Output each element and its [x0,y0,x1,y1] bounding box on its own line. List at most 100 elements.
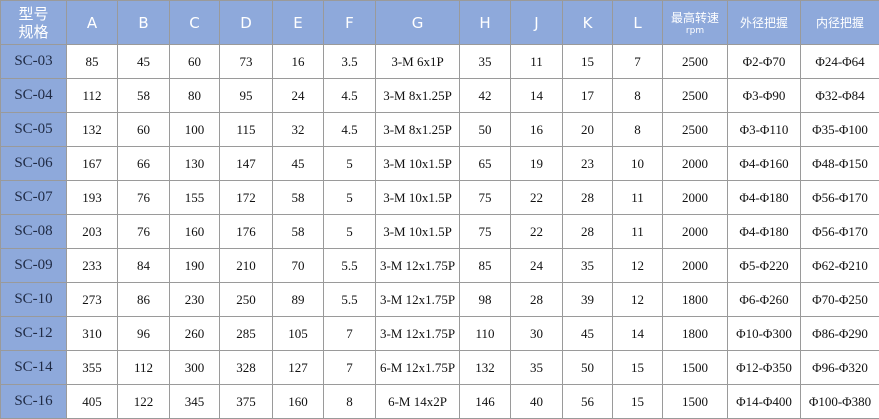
data-cell: 73 [219,44,273,79]
data-cell: 3-M 12x1.75P [375,282,460,317]
header-row: 型号 规格 A B C D E F G H J K L 最高转速 rpm 外径把握 内径把握 [0,0,879,45]
data-cell: 19 [510,146,563,181]
data-cell: 24 [272,78,324,113]
data-cell: 30 [510,316,563,351]
header-cell: 内径把握 [800,0,879,45]
data-cell: 5.5 [323,282,376,317]
data-cell: 112 [66,78,118,113]
data-cell: Φ12-Φ350 [727,350,801,385]
data-cell: 8 [612,78,663,113]
data-cell: 355 [66,350,118,385]
model-cell: SC-03 [0,44,67,79]
data-cell: 5 [323,214,376,249]
data-cell: 17 [562,78,613,113]
data-cell: 85 [66,44,118,79]
data-cell: 1800 [662,316,728,351]
table-row: SC-03 85 45 60 73 16 3.5 3-M 6x1P 35 11 15 7 2500 Φ2-… [0,44,879,79]
data-cell: Φ48-Φ150 [800,146,879,181]
data-cell: Φ70-Φ250 [800,282,879,317]
data-cell: 86 [117,282,170,317]
data-cell: Φ96-Φ320 [800,350,879,385]
data-cell: 375 [219,384,273,419]
data-cell: 40 [510,384,563,419]
data-cell: Φ62-Φ210 [800,248,879,283]
table-row: SC-14 355 112 300 328 127 7 6-M 12x1.75P 132 35 50… [0,350,879,385]
data-cell: 300 [169,350,220,385]
data-cell: Φ2-Φ70 [727,44,801,79]
data-cell: 76 [117,214,170,249]
data-cell: 8 [612,112,663,147]
data-cell: Φ3-Φ110 [727,112,801,147]
data-cell: 98 [459,282,511,317]
header-text: A [86,13,98,32]
table-row: SC-16 405 122 345 375 160 8 6-M 14x2P 146 40 56 15 1… [0,384,879,419]
model-cell: SC-07 [0,180,67,215]
data-cell: Φ14-Φ400 [727,384,801,419]
table-row: SC-12 310 96 260 285 105 7 3-M 12x1.75P 110 30 45 1… [0,316,879,351]
data-cell: 160 [169,214,220,249]
data-cell: 56 [562,384,613,419]
data-cell: 76 [117,180,170,215]
data-cell: 35 [459,44,511,79]
header-text: H [479,13,491,32]
header-text: C [189,13,200,32]
data-cell: 115 [219,112,273,147]
model-cell: SC-12 [0,316,67,351]
model-cell: SC-06 [0,146,67,181]
data-cell: Φ86-Φ290 [800,316,879,351]
data-cell: 260 [169,316,220,351]
table-row: SC-08 203 76 160 176 58 5 3-M 10x1.5P 75 22 28 11 20… [0,214,879,249]
data-cell: 3-M 8x1.25P [375,78,460,113]
data-cell: Φ35-Φ100 [800,112,879,147]
model-cell: SC-09 [0,248,67,283]
data-cell: Φ56-Φ170 [800,180,879,215]
model-cell: SC-04 [0,78,67,113]
data-cell: 15 [612,384,663,419]
table-row: SC-07 193 76 155 172 58 5 3-M 10x1.5P 75 22 28 11 20… [0,180,879,215]
data-cell: 14 [510,78,563,113]
data-cell: 147 [219,146,273,181]
data-cell: 5 [323,146,376,181]
data-cell: 15 [562,44,613,79]
data-cell: 3-M 6x1P [375,44,460,79]
data-cell: 132 [459,350,511,385]
data-cell: 5 [323,180,376,215]
data-cell: 122 [117,384,170,419]
header-cell: 外径把握 [727,0,801,45]
data-cell: 1500 [662,384,728,419]
data-cell: 20 [562,112,613,147]
data-cell: 2500 [662,78,728,113]
data-cell: 4.5 [323,112,376,147]
header-cell: C [169,0,220,45]
data-cell: Φ100-Φ380 [800,384,879,419]
data-cell: 4.5 [323,78,376,113]
data-cell: 28 [562,214,613,249]
data-cell: 190 [169,248,220,283]
data-cell: 45 [562,316,613,351]
table-row: SC-04 112 58 80 95 24 4.5 3-M 8x1.25P 42 14 17 8 250… [0,78,879,113]
table-body: SC-03 85 45 60 73 16 3.5 3-M 6x1P 35 11 15 7 2500 Φ2-… [0,44,879,419]
data-cell: 2000 [662,180,728,215]
data-cell: 105 [272,316,324,351]
data-cell: 28 [562,180,613,215]
data-cell: 7 [323,316,376,351]
data-cell: 24 [510,248,563,283]
model-cell: SC-10 [0,282,67,317]
data-cell: 328 [219,350,273,385]
data-cell: 58 [272,180,324,215]
data-cell: 35 [562,248,613,283]
data-cell: 210 [219,248,273,283]
header-cell: A [66,0,118,45]
header-cell: E [272,0,324,45]
header-text: F [345,13,354,32]
header-cell: D [219,0,273,45]
data-cell: 22 [510,180,563,215]
data-cell: 16 [510,112,563,147]
header-text: 内径把握 [815,16,864,30]
data-cell: 3-M 12x1.75P [375,248,460,283]
data-cell: 1500 [662,350,728,385]
header-text: 外径把握 [739,16,788,30]
data-cell: 3-M 10x1.5P [375,146,460,181]
